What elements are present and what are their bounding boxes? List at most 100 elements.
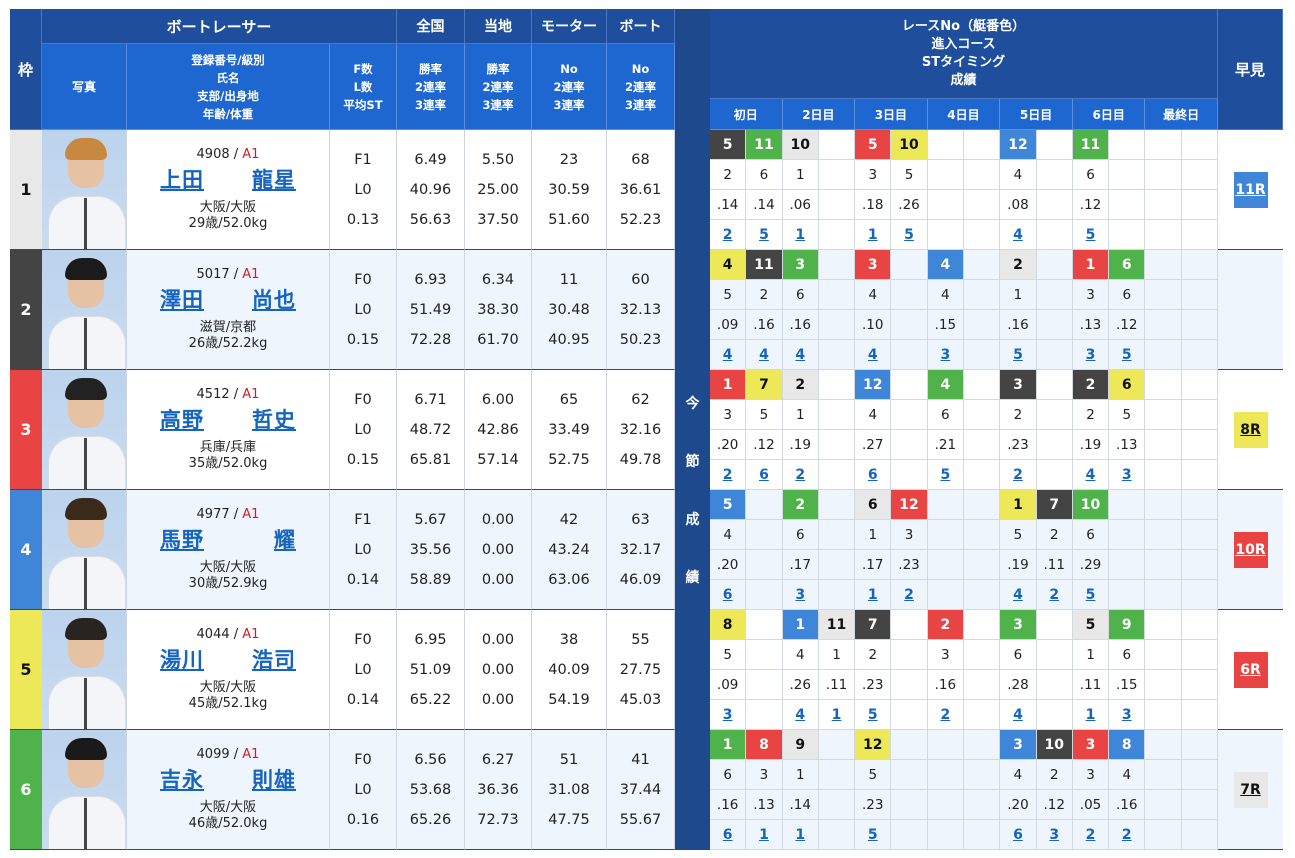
motor-stat-3: 40.95 (548, 331, 590, 348)
result-link[interactable]: 5 (904, 226, 914, 243)
result-link[interactable]: 4 (795, 346, 806, 363)
entry-course (964, 280, 1001, 310)
result-link[interactable]: 2 (1085, 826, 1096, 843)
motor-stat-2: 33.49 (548, 421, 590, 438)
hayami-race-link[interactable]: 6R (1233, 651, 1268, 688)
result-link[interactable]: 2 (1049, 586, 1060, 603)
race-number: 7 (746, 370, 783, 400)
racer-photo (42, 610, 127, 730)
result-link[interactable]: 4 (1013, 586, 1023, 603)
result-link[interactable]: 3 (1121, 466, 1132, 483)
waku-number: 5 (10, 610, 42, 730)
jacket-shape (48, 796, 126, 849)
racer-name-link[interactable]: 馬野 耀 (160, 527, 296, 553)
family-name: 高野 (160, 408, 204, 433)
result-link[interactable]: 3 (722, 706, 733, 723)
entry-course (1145, 760, 1182, 790)
result-link[interactable]: 5 (940, 466, 951, 483)
local-stat-3: 37.50 (477, 211, 519, 228)
result-link[interactable]: 4 (759, 346, 769, 363)
race-number (891, 730, 928, 760)
result-link[interactable]: 5 (1013, 346, 1023, 363)
result-link[interactable]: 3 (940, 346, 951, 363)
fl-stats: F0 L0 0.15 (330, 370, 397, 490)
result-link[interactable]: 3 (795, 586, 806, 603)
result-link[interactable]: 4 (1013, 706, 1023, 723)
result-link[interactable]: 4 (867, 346, 878, 363)
result-link[interactable]: 6 (722, 826, 733, 843)
race-number (818, 730, 856, 760)
result-link[interactable]: 3 (1049, 826, 1060, 843)
entry-course: 4 (855, 280, 892, 310)
hayami-race-link[interactable]: 11R (1233, 171, 1268, 208)
result-link[interactable]: 1 (1085, 706, 1096, 723)
result-link[interactable]: 5 (1121, 346, 1132, 363)
result-link[interactable]: 1 (795, 226, 806, 243)
racer-name-link[interactable]: 吉永 則雄 (160, 767, 296, 793)
result-link[interactable]: 6 (722, 586, 733, 603)
finish-result: 6 (1000, 820, 1037, 850)
result-link[interactable]: 6 (1013, 826, 1023, 843)
racer-name-link[interactable]: 上田 龍星 (160, 167, 296, 193)
result-link[interactable]: 1 (831, 706, 842, 723)
motor-stat-1: 42 (559, 511, 579, 528)
national-stats: 6.95 51.09 65.22 (397, 610, 465, 730)
local-stat-1: 6.34 (481, 271, 515, 288)
finish-result: 5 (746, 220, 783, 250)
racer-name-link[interactable]: 湯川 浩司 (160, 647, 296, 673)
day-header: 4日目 (927, 99, 1001, 130)
national-stat-2: 40.96 (409, 181, 452, 198)
entry-course: 3 (1072, 280, 1110, 310)
race-number: 4 (927, 250, 964, 280)
st-timing (1145, 310, 1182, 340)
race-number (927, 130, 964, 160)
entry-course: 6 (1109, 280, 1146, 310)
result-link[interactable]: 2 (795, 466, 806, 483)
result-link[interactable]: 2 (722, 226, 733, 243)
race-number (1036, 370, 1073, 400)
finish-result: 3 (1109, 460, 1146, 490)
race-number (964, 610, 1001, 640)
motor-stat-2: 30.48 (548, 301, 590, 318)
finish-result (891, 340, 928, 370)
result-link[interactable]: 1 (867, 586, 878, 603)
entry-course (1109, 520, 1146, 550)
result-link[interactable]: 2 (722, 466, 733, 483)
race-number: 8 (1109, 730, 1146, 760)
result-link[interactable]: 2 (1121, 826, 1132, 843)
result-link[interactable]: 2 (940, 706, 951, 723)
result-link[interactable]: 4 (722, 346, 733, 363)
finish-result: 4 (782, 340, 819, 370)
given-name: 尚也 (252, 288, 296, 313)
national-stat-1: 6.93 (414, 271, 447, 288)
racer-name-link[interactable]: 高野 哲史 (160, 407, 296, 433)
result-link[interactable]: 1 (795, 826, 806, 843)
st-timing (927, 190, 964, 220)
result-link[interactable]: 5 (867, 706, 878, 723)
hayami-race-link[interactable]: 8R (1233, 411, 1268, 448)
result-link[interactable]: 1 (759, 826, 769, 843)
entry-course (964, 640, 1001, 670)
motor-stats: 38 40.09 54.19 (532, 610, 607, 730)
hayami-race-link[interactable]: 7R (1233, 771, 1268, 808)
hayami-race-link[interactable]: 10R (1233, 531, 1268, 568)
result-link[interactable]: 5 (1085, 226, 1096, 243)
result-link[interactable]: 4 (1085, 466, 1096, 483)
result-link[interactable]: 2 (904, 586, 914, 603)
result-link[interactable]: 2 (1013, 466, 1023, 483)
result-link[interactable]: 4 (795, 706, 806, 723)
result-link[interactable]: 1 (867, 226, 878, 243)
racer-name-link[interactable]: 澤田 尚也 (160, 287, 296, 313)
result-link[interactable]: 6 (867, 466, 878, 483)
result-link[interactable]: 3 (1121, 706, 1132, 723)
fl-stats: F1 L0 0.14 (330, 490, 397, 610)
day-header: 最終日 (1145, 99, 1218, 130)
result-link[interactable]: 5 (759, 226, 769, 243)
hair-shape (65, 498, 107, 520)
result-link[interactable]: 5 (867, 826, 878, 843)
result-link[interactable]: 4 (1013, 226, 1023, 243)
result-link[interactable]: 6 (759, 466, 769, 483)
result-link[interactable]: 5 (1085, 586, 1096, 603)
entry-course: 4 (710, 520, 747, 550)
result-link[interactable]: 3 (1085, 346, 1096, 363)
